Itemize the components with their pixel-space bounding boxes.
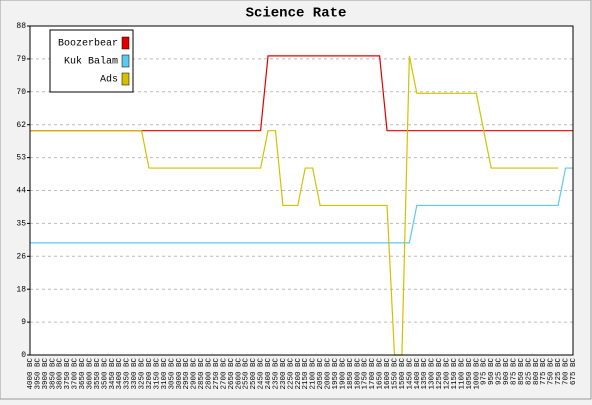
x-tick-label: 2050 BC	[317, 358, 325, 390]
x-tick-label: 3150 BC	[153, 358, 161, 390]
x-tick-label: 1250 BC	[436, 358, 444, 390]
x-tick-label: 3050 BC	[168, 358, 176, 390]
x-tick-label: 950 BC	[488, 358, 496, 386]
y-tick-label: 88	[16, 22, 26, 31]
x-tick-label: 3800 BC	[57, 358, 65, 390]
legend-box	[49, 29, 134, 93]
x-tick-label: 3200 BC	[146, 358, 154, 390]
x-tick-label: 1600 BC	[384, 358, 392, 390]
x-tick-label: 3750 BC	[64, 358, 72, 390]
y-tick-label: 9	[21, 318, 26, 327]
x-tick-label: 2900 BC	[191, 358, 199, 390]
x-tick-label: 1450 BC	[406, 358, 414, 390]
legend-swatch	[121, 54, 130, 68]
x-tick-label: 2750 BC	[213, 358, 221, 390]
x-tick-label: 3250 BC	[139, 358, 147, 390]
x-tick-label: 725 BC	[555, 358, 563, 386]
x-tick-label: 700 BC	[563, 358, 571, 386]
x-tick-label: 1950 BC	[332, 358, 340, 390]
x-tick-label: 2600 BC	[235, 358, 243, 390]
x-tick-label: 3400 BC	[116, 358, 124, 390]
x-tick-label: 775 BC	[540, 358, 548, 386]
x-tick-label: 3450 BC	[109, 358, 117, 390]
series-line	[30, 167, 573, 244]
x-tick-label: 925 BC	[496, 358, 504, 386]
x-tick-label: 2800 BC	[206, 358, 214, 390]
chart-title: Science Rate	[246, 6, 347, 22]
x-tick-label: 800 BC	[533, 358, 541, 386]
x-tick-label: 3900 BC	[42, 358, 50, 390]
x-tick-label: 2200 BC	[295, 358, 303, 390]
legend-swatch	[121, 36, 130, 50]
x-tick-label: 3550 BC	[94, 358, 102, 390]
x-tick-label: 675 BC	[570, 358, 578, 386]
x-tick-label: 1850 BC	[347, 358, 355, 390]
y-tick-label: 70	[16, 88, 26, 97]
x-tick-label: 750 BC	[548, 358, 556, 386]
x-tick-label: 3650 BC	[79, 358, 87, 390]
x-tick-label: 1800 BC	[354, 358, 362, 390]
x-tick-label: 3850 BC	[49, 358, 57, 390]
x-tick-label: 1000 BC	[473, 358, 481, 390]
x-tick-label: 1300 BC	[429, 358, 437, 390]
x-tick-label: 3500 BC	[101, 358, 109, 390]
x-tick-label: 875 BC	[510, 358, 518, 386]
x-tick-label: 2000 BC	[325, 358, 333, 390]
x-tick-label: 1400 BC	[414, 358, 422, 390]
x-tick-label: 900 BC	[503, 358, 511, 386]
x-tick-label: 1150 BC	[451, 358, 459, 390]
x-tick-label: 1200 BC	[444, 358, 452, 390]
y-tick-label: 0	[21, 351, 26, 360]
x-tick-label: 1750 BC	[362, 358, 370, 390]
x-tick-label: 2150 BC	[302, 358, 310, 390]
y-tick-label: 35	[16, 220, 26, 229]
y-tick-label: 79	[16, 55, 26, 64]
y-tick-label: 18	[16, 285, 26, 294]
x-tick-label: 2450 BC	[258, 358, 266, 390]
x-tick-label: 975 BC	[481, 358, 489, 386]
x-tick-label: 3300 BC	[131, 358, 139, 390]
x-tick-label: 3950 BC	[34, 358, 42, 390]
series-line	[30, 55, 559, 356]
x-tick-label: 1700 BC	[369, 358, 377, 390]
x-tick-label: 2650 BC	[228, 358, 236, 390]
legend-label: Boozerbear	[58, 38, 118, 50]
x-tick-label: 2250 BC	[287, 358, 295, 390]
x-tick-label: 2700 BC	[220, 358, 228, 390]
x-tick-label: 1650 BC	[377, 358, 385, 390]
y-tick-label: 26	[16, 252, 26, 261]
legend-label: Kuk Balam	[64, 56, 118, 68]
x-tick-label: 1500 BC	[399, 358, 407, 390]
plot-frame	[29, 25, 574, 356]
y-tick-label: 53	[16, 154, 26, 163]
x-tick-label: 850 BC	[518, 358, 526, 386]
legend-swatch	[121, 72, 130, 86]
x-tick-label: 2850 BC	[198, 358, 206, 390]
x-tick-label: 3000 BC	[176, 358, 184, 390]
x-tick-label: 1350 BC	[421, 358, 429, 390]
x-tick-label: 1100 BC	[458, 358, 466, 390]
x-tick-label: 3600 BC	[86, 358, 94, 390]
x-tick-label: 1050 BC	[466, 358, 474, 390]
x-tick-label: 1550 BC	[391, 358, 399, 390]
x-tick-label: 1900 BC	[339, 358, 347, 390]
x-tick-label: 2550 BC	[243, 358, 251, 390]
x-tick-label: 4000 BC	[27, 358, 35, 390]
x-tick-label: 2950 BC	[183, 358, 191, 390]
x-tick-label: 2350 BC	[272, 358, 280, 390]
x-tick-label: 2500 BC	[250, 358, 258, 390]
x-tick-label: 3100 BC	[161, 358, 169, 390]
x-tick-label: 2100 BC	[310, 358, 318, 390]
legend-label: Ads	[100, 74, 118, 86]
x-tick-label: 3350 BC	[124, 358, 132, 390]
x-tick-label: 825 BC	[525, 358, 533, 386]
y-tick-label: 44	[16, 187, 26, 196]
x-tick-label: 3700 BC	[72, 358, 80, 390]
x-tick-label: 2300 BC	[280, 358, 288, 390]
x-tick-label: 2400 BC	[265, 358, 273, 390]
y-tick-label: 62	[16, 121, 26, 130]
